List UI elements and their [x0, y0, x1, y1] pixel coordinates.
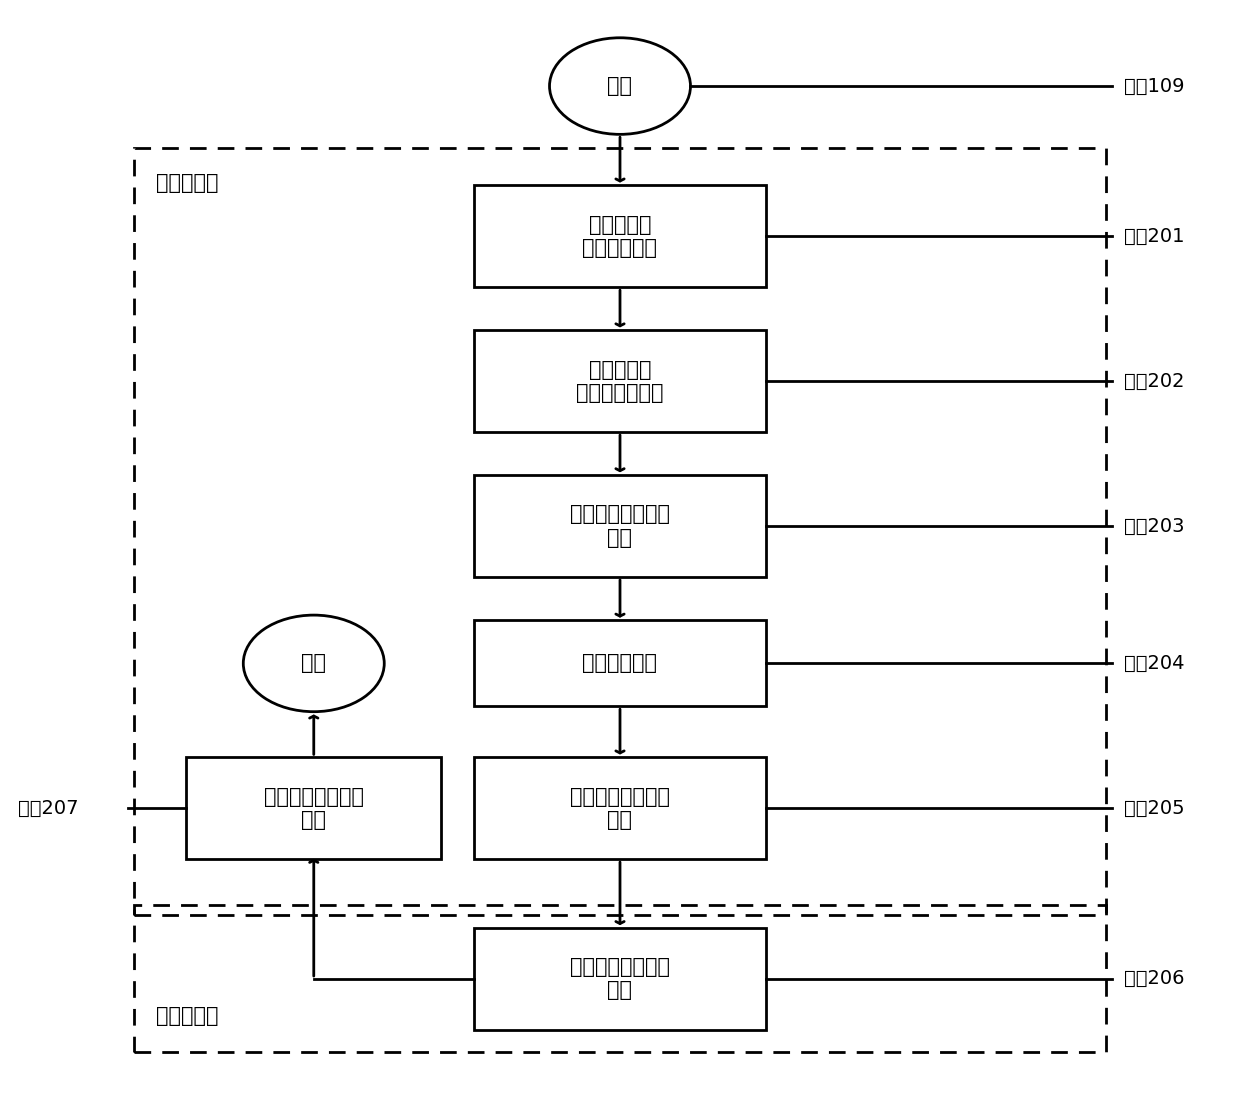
Text: 计算局部探索模块
损失: 计算局部探索模块 损失 [570, 505, 670, 548]
Text: 步骤201: 步骤201 [1125, 227, 1184, 245]
Text: 步骤206: 步骤206 [1125, 969, 1184, 989]
Bar [186, 758, 441, 860]
Bar [474, 185, 766, 287]
Text: 主更新节点: 主更新节点 [156, 1006, 218, 1026]
Text: 步骤202: 步骤202 [1125, 371, 1184, 391]
Text: 子计算节点: 子计算节点 [156, 173, 218, 193]
Text: 更新局部探索模块
参数: 更新局部探索模块 参数 [264, 786, 363, 830]
Text: 步骤207: 步骤207 [19, 798, 79, 818]
Bar [474, 758, 766, 860]
Bar [474, 331, 766, 433]
Bar [474, 927, 766, 1030]
Text: 步骤203: 步骤203 [1125, 517, 1184, 535]
Text: 步骤204: 步骤204 [1125, 654, 1184, 673]
Text: 开始: 开始 [608, 76, 632, 96]
Text: 步骤205: 步骤205 [1125, 798, 1185, 818]
Ellipse shape [243, 615, 384, 712]
Text: 步骤109: 步骤109 [1125, 77, 1184, 95]
Bar [134, 148, 1106, 914]
Text: 更新全局探索模块
参数: 更新全局探索模块 参数 [570, 957, 670, 1001]
Text: 得到无人机
实际位置特征: 得到无人机 实际位置特征 [583, 215, 657, 258]
Text: 计算局部探索模块
梯度: 计算局部探索模块 梯度 [570, 786, 670, 830]
Text: 计算内在奖励: 计算内在奖励 [583, 654, 657, 673]
Bar [134, 904, 1106, 1052]
Text: 预测无人机
下一步位置特征: 预测无人机 下一步位置特征 [577, 359, 663, 403]
Bar [474, 621, 766, 706]
Text: 结束: 结束 [301, 654, 326, 673]
Ellipse shape [549, 37, 691, 135]
Bar [474, 475, 766, 577]
